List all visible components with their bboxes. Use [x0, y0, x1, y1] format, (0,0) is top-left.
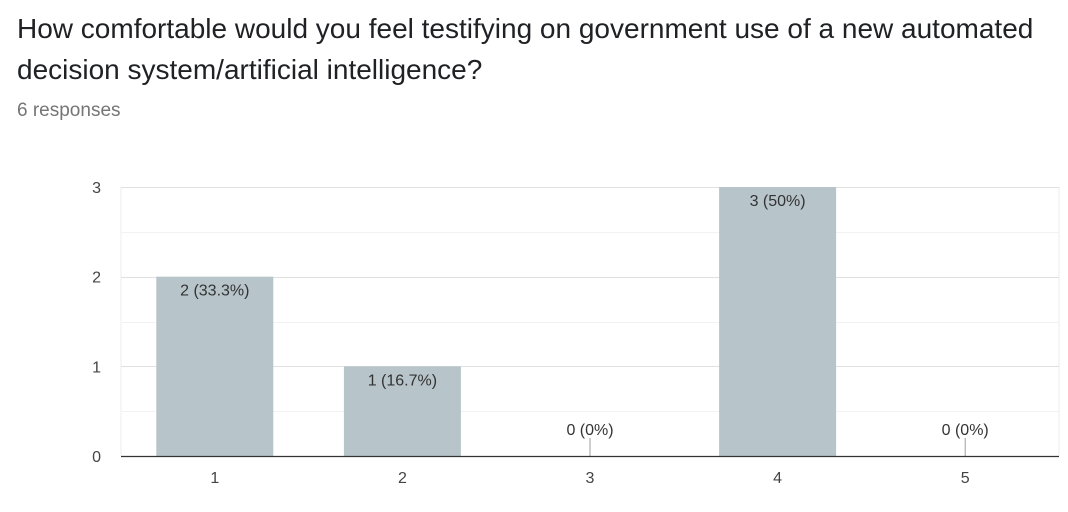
response-count: 6 responses	[17, 100, 121, 121]
data-label: 0 (0%)	[942, 422, 989, 439]
data-label: 0 (0%)	[566, 422, 613, 439]
bar	[343, 366, 461, 456]
question-title: How comfortable would you feel testifyin…	[17, 13, 1034, 85]
x-tick-label: 2	[398, 470, 407, 487]
y-tick-label: 2	[92, 270, 101, 287]
x-tick-label: 1	[210, 470, 219, 487]
y-tick-label: 1	[92, 359, 101, 376]
bar	[156, 276, 274, 456]
bar	[719, 187, 837, 456]
data-label: 1 (16.7%)	[368, 372, 437, 389]
data-label: 2 (33.3%)	[180, 283, 249, 300]
x-tick-label: 3	[586, 470, 595, 487]
x-tick-label: 5	[961, 470, 970, 487]
x-tick-label: 4	[773, 470, 782, 487]
data-label: 3 (50%)	[750, 193, 806, 210]
y-tick-label: 3	[92, 180, 101, 197]
y-tick-label: 0	[92, 449, 101, 466]
